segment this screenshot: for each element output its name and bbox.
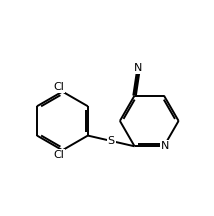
- Text: Cl: Cl: [54, 150, 64, 160]
- Text: N: N: [134, 63, 142, 73]
- Text: Cl: Cl: [54, 82, 64, 92]
- Text: N: N: [161, 141, 169, 151]
- Text: S: S: [108, 136, 115, 146]
